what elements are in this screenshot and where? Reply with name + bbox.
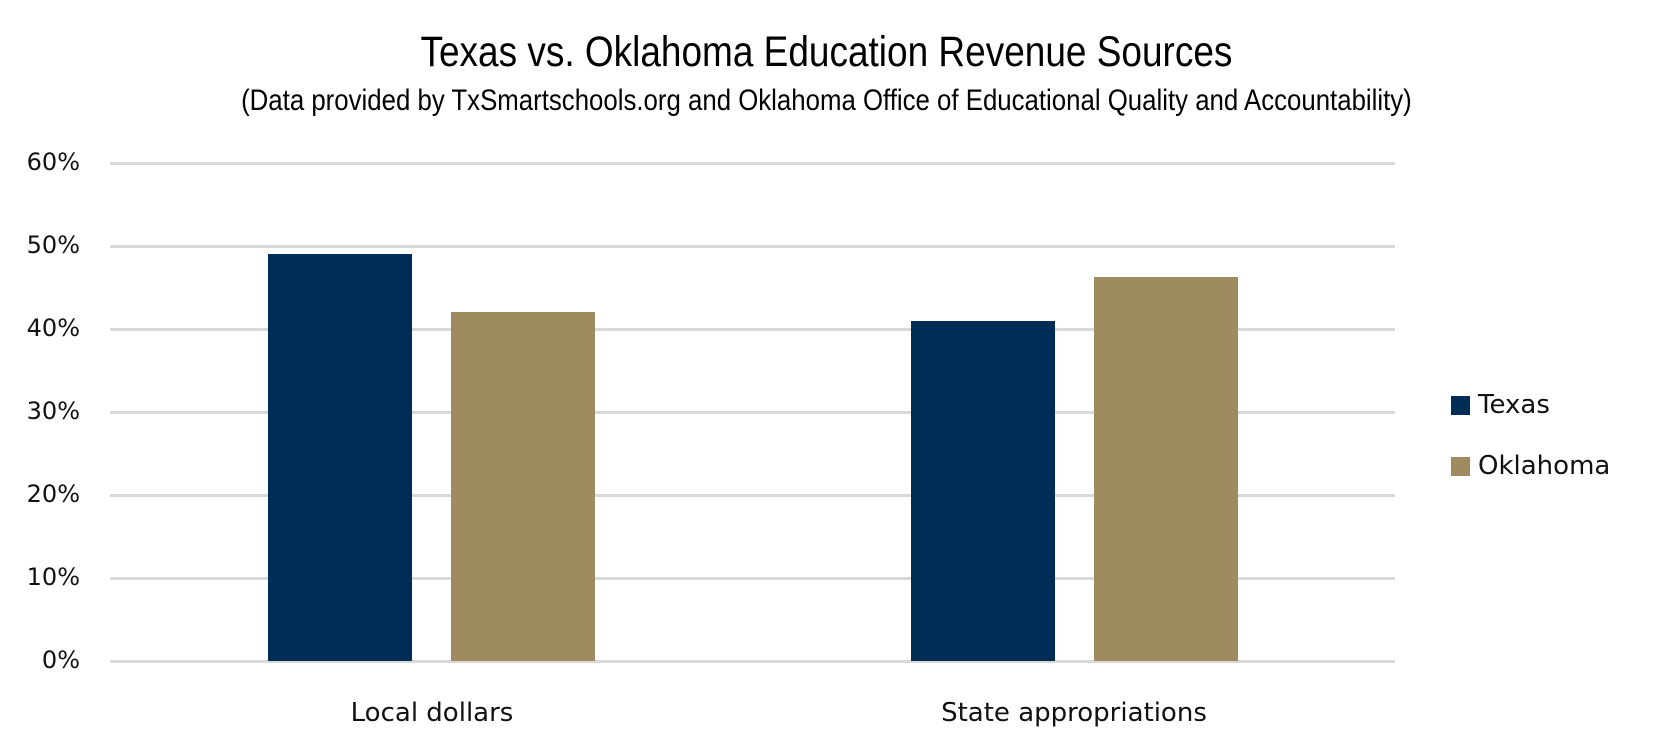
bar-oklahoma-local — [451, 312, 595, 661]
gridline — [110, 245, 1395, 248]
y-tick-label: 0% — [41, 646, 80, 674]
y-tick-label: 60% — [26, 148, 80, 176]
y-tick-label: 10% — [26, 563, 80, 591]
bar-oklahoma-state — [1094, 276, 1238, 661]
x-category-label-state: State appropriations — [941, 698, 1207, 728]
gridline — [110, 660, 1395, 663]
legend-swatch-texas — [1451, 395, 1470, 415]
bar-texas-state — [911, 320, 1055, 661]
legend-swatch-oklahoma — [1451, 456, 1470, 476]
legend-label-oklahoma: Oklahoma — [1478, 451, 1611, 481]
y-tick-label: 20% — [26, 480, 80, 508]
chart-title: Texas vs. Oklahoma Education Revenue Sou… — [420, 28, 1233, 76]
chart-subtitle: (Data provided by TxSmartschools.org and… — [241, 84, 1412, 117]
gridline — [110, 577, 1395, 580]
gridline — [110, 162, 1395, 165]
bar-texas-local — [268, 254, 412, 661]
legend-item-oklahoma: Oklahoma — [1451, 451, 1610, 481]
y-tick-label: 30% — [26, 397, 80, 425]
gridline — [110, 328, 1395, 331]
gridline — [110, 494, 1395, 497]
y-tick-label: 40% — [26, 314, 80, 342]
legend-item-texas: Texas — [1451, 390, 1550, 420]
gridline — [110, 411, 1395, 414]
x-category-label-local: Local dollars — [350, 698, 514, 728]
legend-label-texas: Texas — [1478, 390, 1550, 420]
y-tick-label: 50% — [26, 231, 80, 259]
